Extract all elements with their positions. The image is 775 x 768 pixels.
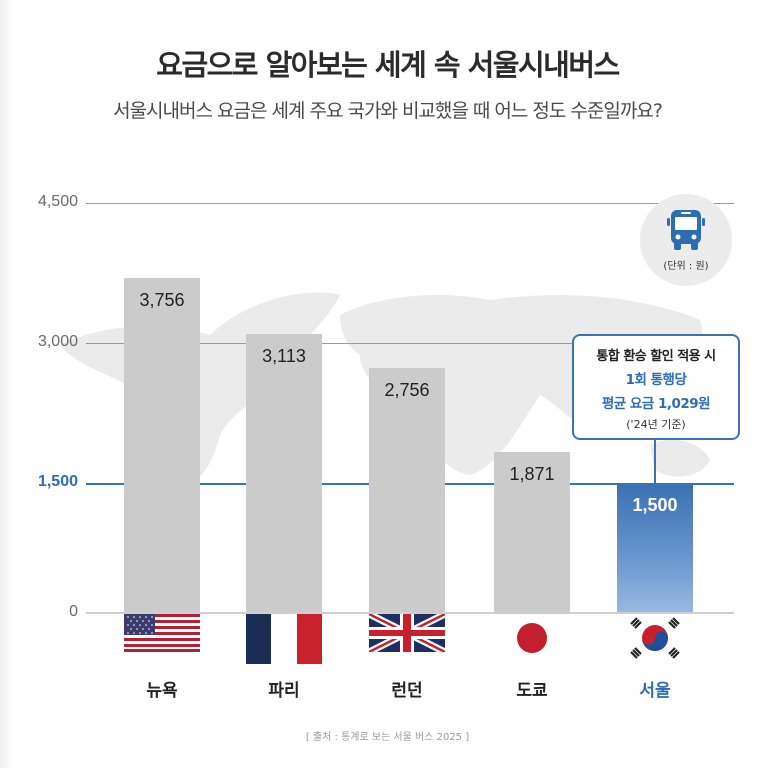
city-label-london: 런던: [391, 681, 423, 701]
bar-value-label: 3,756: [139, 290, 185, 310]
page-title: 요금으로 알아보는 세계 속 서울시내버스: [156, 48, 620, 82]
unit-label: (단위 : 원): [663, 261, 709, 272]
callout-line-4: ('24년 기준): [626, 418, 686, 431]
uk-flag-icon: [369, 614, 445, 652]
us-flag-icon: [124, 614, 200, 652]
callout-line-2: 1회 통행당: [625, 372, 687, 388]
y-tick-1500: 1,500: [37, 473, 78, 490]
bar-paris: 3,113: [246, 334, 322, 613]
baseline-0: [86, 612, 734, 614]
callout-connector: [654, 438, 656, 483]
bus-icon: [667, 210, 705, 250]
bar-value-label: 3,113: [262, 346, 306, 366]
bar-tokyo: 1,871: [494, 452, 570, 613]
france-flag-icon: [246, 614, 322, 664]
bar-value-label: 2,756: [384, 380, 430, 400]
japan-flag-icon: [517, 623, 547, 653]
seoul-callout-box: 통합 환승 할인 적용 시 1회 통행당 평균 요금 1,029원 ('24년 …: [572, 334, 740, 440]
bar-value-label: 1,500: [632, 495, 678, 515]
y-tick-3000: 3,000: [37, 333, 78, 350]
city-label-paris: 파리: [268, 681, 300, 701]
source-note: [ 출처 : 통계로 보는 서울 버스 2025 ]: [305, 732, 470, 743]
gridline-3000: [86, 343, 734, 344]
city-label-newyork: 뉴욕: [146, 681, 178, 701]
bar-seoul: 1,500: [617, 483, 693, 613]
bar-value-label: 1,871: [509, 464, 555, 484]
bar-london: 2,756: [369, 368, 445, 613]
city-label-tokyo: 도쿄: [516, 681, 548, 701]
bar-newyork: 3,756: [124, 278, 200, 613]
y-tick-0: 0: [69, 603, 78, 620]
y-tick-4500: 4,500: [37, 193, 78, 210]
callout-line-3: 평균 요금 1,029원: [601, 396, 711, 412]
left-edge-shade: [0, 0, 14, 768]
gridline-4500: [86, 203, 734, 204]
korea-flag-icon: [630, 617, 680, 659]
callout-line-1: 통합 환승 할인 적용 시: [596, 349, 716, 364]
city-label-seoul: 서울: [639, 681, 671, 701]
page-subtitle: 서울시내버스 요금은 세계 주요 국가와 비교했을 때 어느 정도 수준일까요?: [113, 100, 663, 122]
unit-badge: (단위 : 원): [640, 194, 732, 286]
